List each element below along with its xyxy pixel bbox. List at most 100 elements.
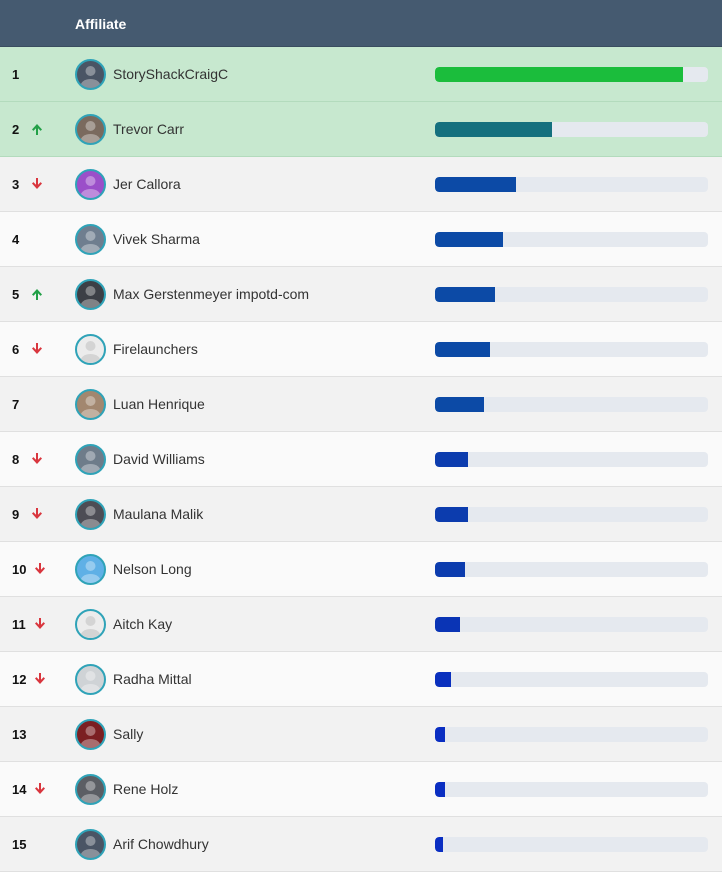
progress-bar-fill [435,122,553,137]
progress-bar [435,342,708,357]
table-row[interactable]: 9 Maulana Malik [0,487,722,542]
table-row[interactable]: 2 Trevor Carr [0,102,722,157]
trend-down-icon [30,177,44,191]
trend-down-icon [33,672,47,686]
trend-down-icon [33,617,47,631]
progress-bar-fill [435,397,485,412]
affiliate-name[interactable]: Nelson Long [113,561,192,577]
progress-bar [435,67,708,82]
avatar[interactable] [75,59,106,90]
affiliate-name[interactable]: Rene Holz [113,781,179,797]
affiliate-name[interactable]: Vivek Sharma [113,231,200,247]
progress-bar-fill [435,562,466,577]
avatar[interactable] [75,279,106,310]
progress-bar [435,397,708,412]
affiliate-name[interactable]: StoryShackCraigC [113,66,229,82]
rank-number: 3 [12,177,20,192]
progress-bar [435,122,708,137]
progress-bar-fill [435,342,490,357]
table-header: Affiliate [0,0,722,47]
leaderboard-rows: 1 StoryShackCraigC 2 Trevor Carr 3 Jer Callor… [0,47,722,872]
rank-number: 7 [12,397,20,412]
rank-number: 2 [12,122,20,137]
rank-number: 11 [12,617,26,632]
rank-number: 15 [12,837,27,852]
rank-number: 4 [12,232,20,247]
table-row[interactable]: 8 David Williams [0,432,722,487]
avatar[interactable] [75,444,106,475]
table-row[interactable]: 5 Max Gerstenmeyer impotd-com [0,267,722,322]
table-row[interactable]: 1 StoryShackCraigC [0,47,722,102]
progress-bar [435,727,708,742]
progress-bar-fill [435,672,452,687]
avatar[interactable] [75,774,106,805]
rank-number: 1 [12,67,20,82]
rank-number: 8 [12,452,20,467]
progress-bar-fill [435,287,496,302]
progress-bar-fill [435,617,460,632]
trend-down-icon [33,782,47,796]
affiliate-name[interactable]: Luan Henrique [113,396,205,412]
affiliate-name[interactable]: Arif Chowdhury [113,836,209,852]
affiliate-name[interactable]: Max Gerstenmeyer impotd-com [113,286,310,302]
progress-bar [435,232,708,247]
affiliate-name[interactable]: Sally [113,726,144,742]
rank-number: 5 [12,287,20,302]
affiliate-name[interactable]: David Williams [113,451,205,467]
progress-bar [435,837,708,852]
affiliate-name[interactable]: Aitch Kay [113,616,173,632]
progress-bar-fill [435,782,445,797]
avatar[interactable] [75,169,106,200]
affiliate-name[interactable]: Radha Mittal [113,671,192,687]
table-row[interactable]: 12 Radha Mittal [0,652,722,707]
trend-down-icon [30,452,44,466]
avatar[interactable] [75,609,106,640]
progress-bar-fill [435,837,444,852]
progress-bar [435,617,708,632]
avatar[interactable] [75,389,106,420]
rank-number: 9 [12,507,20,522]
avatar[interactable] [75,224,106,255]
rank-number: 6 [12,342,20,357]
progress-bar-fill [435,727,445,742]
affiliate-name[interactable]: Trevor Carr [113,121,185,137]
table-row[interactable]: 4 Vivek Sharma [0,212,722,267]
affiliate-name[interactable]: Jer Callora [113,176,181,192]
trend-down-icon [33,562,47,576]
rank-number: 13 [12,727,27,742]
progress-bar [435,287,708,302]
table-row[interactable]: 3 Jer Callora [0,157,722,212]
table-row[interactable]: 14 Rene Holz [0,762,722,817]
avatar[interactable] [75,499,106,530]
table-row[interactable]: 11 Aitch Kay [0,597,722,652]
table-row[interactable]: 15 Arif Chowdhury [0,817,722,872]
table-row[interactable]: 10 Nelson Long [0,542,722,597]
progress-bar-fill [435,452,468,467]
trend-down-icon [30,342,44,356]
avatar[interactable] [75,719,106,750]
table-row[interactable]: 13 Sally [0,707,722,762]
progress-bar-fill [435,507,468,522]
trend-up-icon [30,122,44,136]
rank-number: 10 [12,562,27,577]
progress-bar [435,672,708,687]
avatar[interactable] [75,664,106,695]
table-row[interactable]: 7 Luan Henrique [0,377,722,432]
progress-bar-fill [435,177,516,192]
affiliate-name[interactable]: Maulana Malik [113,506,204,522]
avatar[interactable] [75,829,106,860]
progress-bar [435,507,708,522]
progress-bar-fill [435,232,504,247]
avatar[interactable] [75,114,106,145]
table-row[interactable]: 6 Firelaunchers [0,322,722,377]
progress-bar-fill [435,67,684,82]
affiliate-name[interactable]: Firelaunchers [113,341,198,357]
avatar[interactable] [75,554,106,585]
progress-bar [435,452,708,467]
avatar[interactable] [75,334,106,365]
affiliate-column-header[interactable]: Affiliate [75,16,127,32]
trend-up-icon [30,287,44,301]
trend-down-icon [30,507,44,521]
progress-bar [435,562,708,577]
